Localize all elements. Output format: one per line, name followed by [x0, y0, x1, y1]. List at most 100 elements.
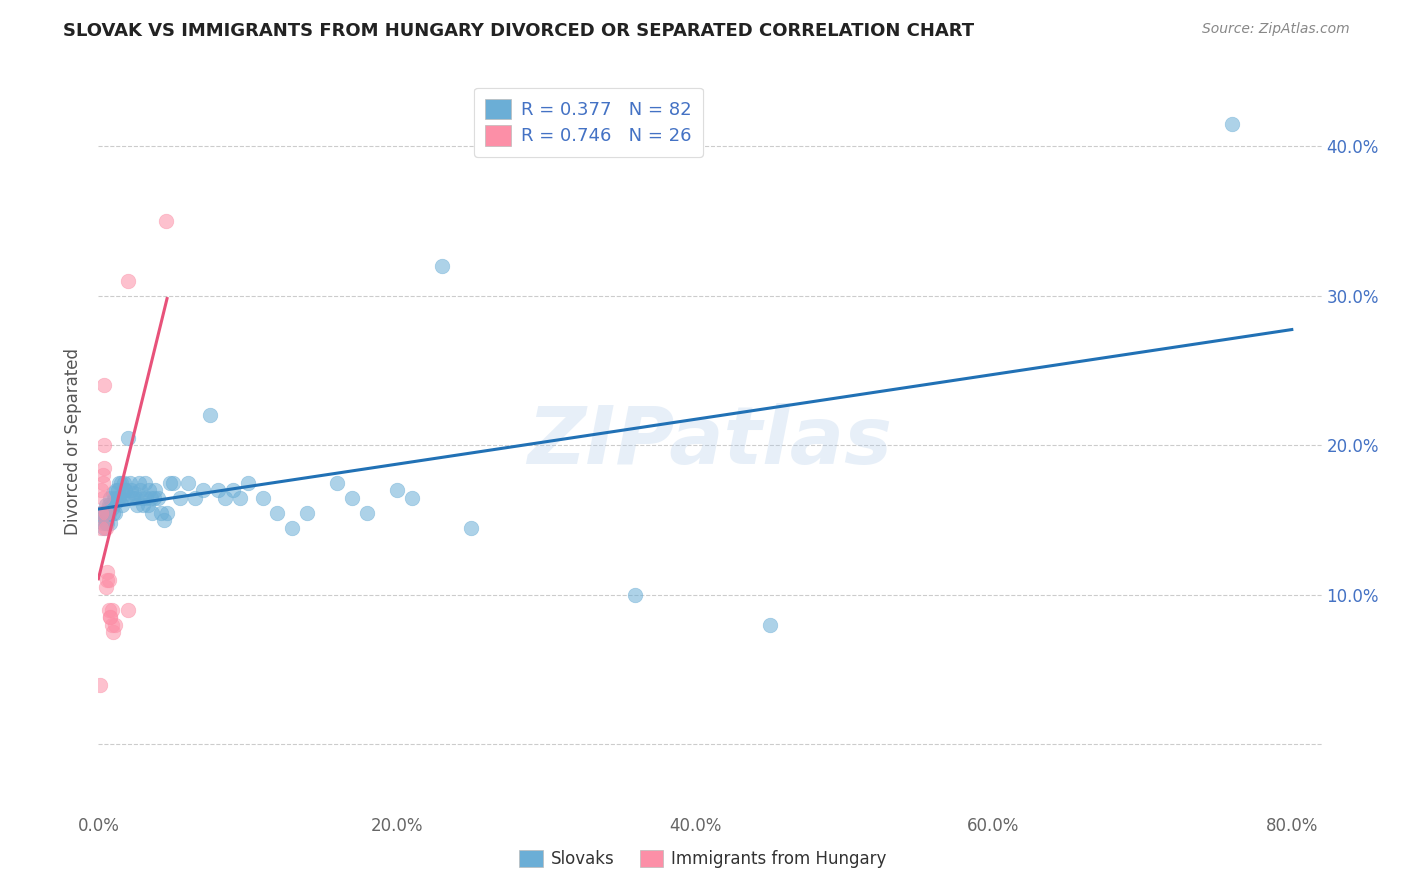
Point [110, 475, 132, 490]
Point [340, 491, 363, 505]
Point [138, 483, 160, 497]
Point [156, 506, 179, 520]
Point [97, 498, 120, 512]
Text: SLOVAK VS IMMIGRANTS FROM HUNGARY DIVORCED OR SEPARATED CORRELATION CHART: SLOVAK VS IMMIGRANTS FROM HUNGARY DIVORC… [63, 22, 974, 40]
Point [93, 460, 115, 475]
Point [624, 588, 647, 602]
Point [91, 516, 114, 530]
Point [221, 483, 243, 497]
Point [155, 214, 177, 228]
Point [141, 506, 163, 520]
Point [200, 409, 222, 423]
Point [356, 506, 378, 520]
Point [297, 506, 319, 520]
Point [90, 483, 112, 497]
Point [97, 501, 120, 516]
Point [98, 610, 121, 624]
Point [125, 491, 148, 505]
Point [136, 498, 159, 512]
Point [90, 520, 112, 534]
Point [236, 475, 259, 490]
Point [401, 491, 423, 505]
Point [117, 274, 139, 288]
Point [153, 513, 176, 527]
Point [93, 520, 115, 534]
Point [94, 516, 117, 530]
Text: ZIPatlas: ZIPatlas [527, 402, 893, 481]
Point [90, 506, 112, 520]
Point [177, 475, 200, 490]
Point [96, 516, 118, 530]
Point [132, 498, 155, 512]
Point [229, 491, 252, 505]
Point [96, 566, 118, 580]
Point [252, 491, 274, 505]
Point [135, 491, 157, 505]
Point [107, 491, 129, 505]
Point [101, 603, 124, 617]
Point [114, 483, 136, 497]
Point [97, 573, 120, 587]
Point [96, 510, 118, 524]
Point [93, 506, 115, 520]
Point [460, 520, 482, 534]
Legend: Slovaks, Immigrants from Hungary: Slovaks, Immigrants from Hungary [513, 843, 893, 875]
Point [94, 580, 117, 594]
Point [143, 483, 166, 497]
Point [101, 617, 124, 632]
Point [121, 491, 143, 505]
Point [326, 475, 349, 490]
Point [104, 617, 127, 632]
Point [115, 491, 138, 505]
Point [97, 603, 120, 617]
Point [207, 483, 229, 497]
Point [94, 520, 117, 534]
Point [98, 516, 121, 530]
Point [131, 491, 153, 505]
Text: Source: ZipAtlas.com: Source: ZipAtlas.com [1202, 22, 1350, 37]
Point [93, 438, 115, 452]
Point [139, 491, 162, 505]
Point [1220, 117, 1243, 131]
Point [129, 483, 152, 497]
Point [98, 610, 121, 624]
Point [91, 468, 114, 483]
Point [146, 491, 169, 505]
Point [90, 506, 112, 520]
Point [105, 483, 128, 497]
Point [91, 510, 114, 524]
Point [104, 491, 127, 505]
Point [159, 475, 181, 490]
Point [103, 486, 125, 500]
Point [134, 475, 156, 490]
Point [112, 475, 135, 490]
Point [184, 491, 207, 505]
Point [385, 483, 408, 497]
Point [150, 506, 173, 520]
Point [94, 513, 117, 527]
Point [93, 378, 115, 392]
Point [758, 617, 780, 632]
Point [108, 491, 131, 505]
Point [162, 475, 184, 490]
Point [94, 498, 117, 512]
Point [105, 495, 128, 509]
Point [266, 506, 288, 520]
Point [101, 501, 124, 516]
Point [103, 506, 125, 520]
Point [94, 506, 117, 520]
Point [127, 498, 149, 512]
Point [120, 483, 142, 497]
Point [107, 483, 129, 497]
Point [118, 475, 141, 490]
Point [142, 491, 165, 505]
Point [96, 506, 118, 520]
Point [114, 483, 136, 497]
Point [111, 498, 134, 512]
Point [91, 475, 114, 490]
Point [103, 625, 125, 640]
Point [89, 677, 111, 691]
Point [110, 491, 132, 505]
Point [122, 486, 145, 500]
Point [117, 603, 139, 617]
